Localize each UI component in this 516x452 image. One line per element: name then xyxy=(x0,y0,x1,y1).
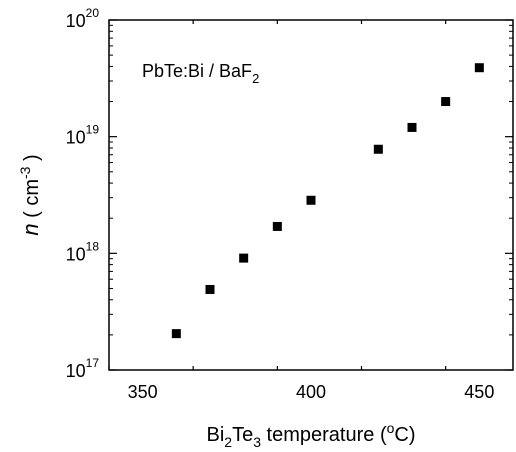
x-tick-label: 350 xyxy=(128,382,158,402)
data-point xyxy=(272,221,282,231)
data-point xyxy=(171,329,181,339)
x-axis-title: Bi2Te3 temperature (oC) xyxy=(206,420,415,450)
data-point xyxy=(239,253,249,263)
x-tick-label: 400 xyxy=(296,382,326,402)
data-point xyxy=(373,144,383,154)
y-tick-label: 1017 xyxy=(66,356,100,381)
y-tick-label: 1018 xyxy=(66,239,100,264)
data-point xyxy=(441,97,451,107)
tick-labels: 350 400 450 1017 1018 1019 1020 xyxy=(66,6,495,402)
y-axis-title: n ( cm-3 ) xyxy=(17,154,43,235)
ticks xyxy=(108,19,513,371)
data-point xyxy=(205,284,215,294)
plot-frame xyxy=(108,19,514,371)
data-point xyxy=(306,195,316,205)
data-point xyxy=(407,122,417,132)
y-tick-label: 1019 xyxy=(66,123,100,148)
annotation-subscript: 2 xyxy=(252,71,259,86)
data-points xyxy=(171,63,484,339)
data-point xyxy=(474,63,484,73)
annotation-text: PbTe:Bi / BaF2 xyxy=(142,61,259,86)
x-tick-label: 450 xyxy=(464,382,494,402)
y-tick-label: 1020 xyxy=(66,6,100,31)
